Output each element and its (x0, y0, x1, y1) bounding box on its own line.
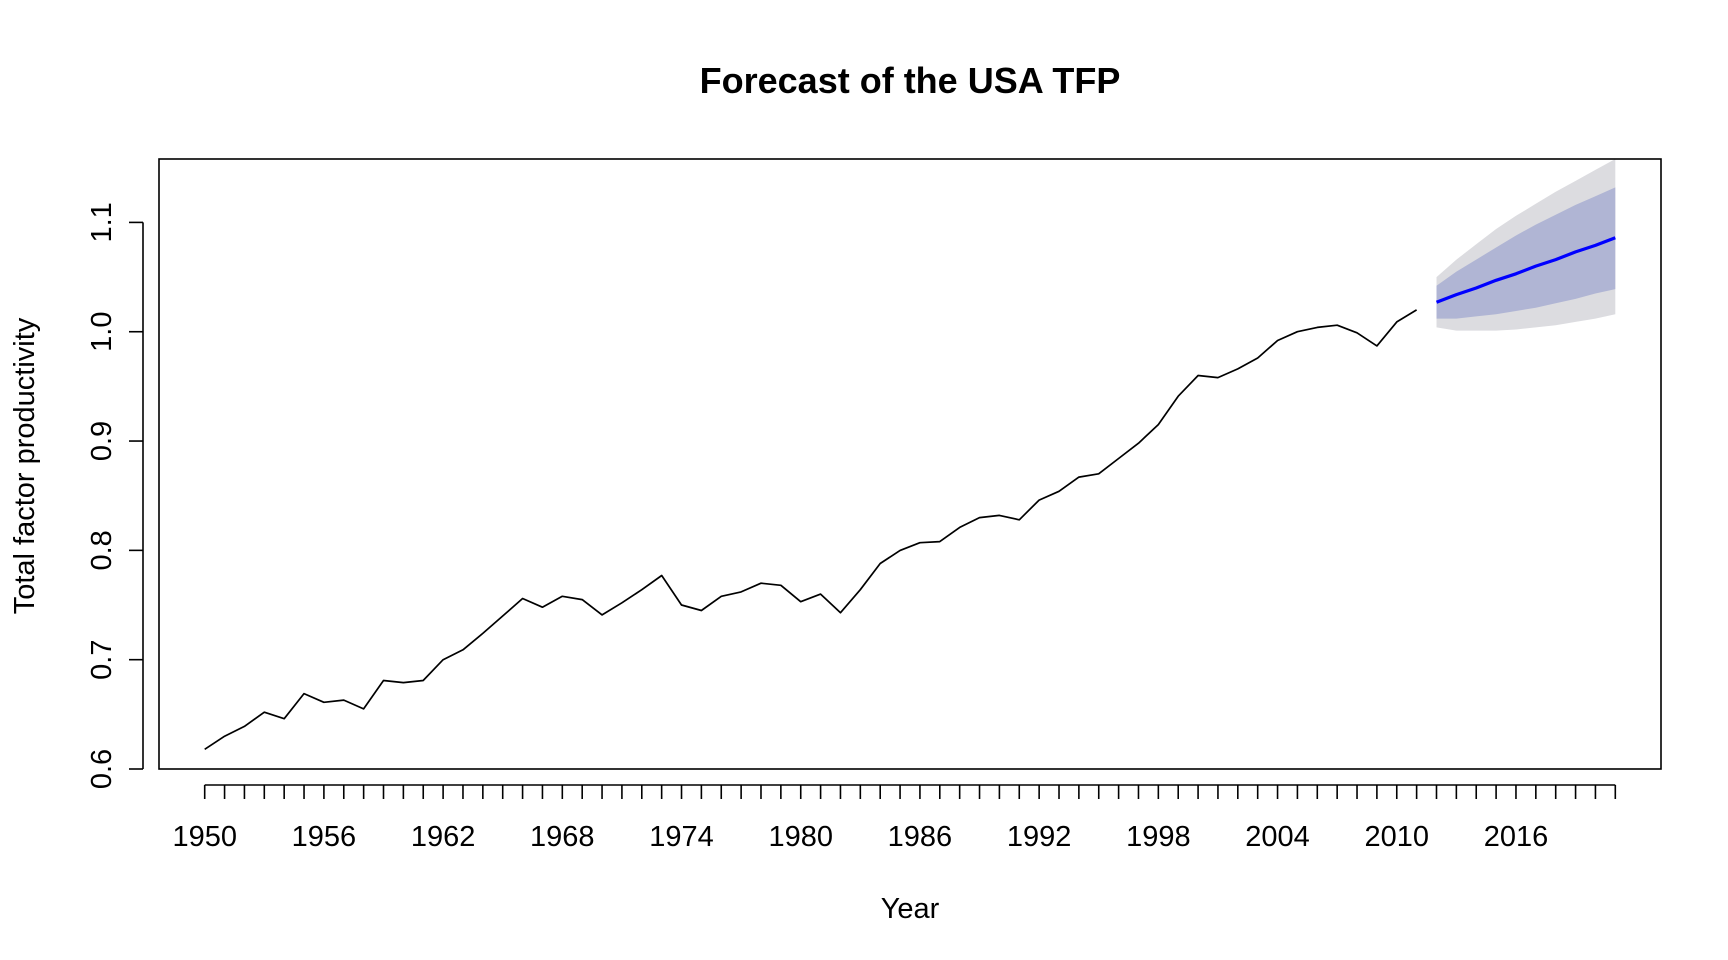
y-axis-label: Total factor productivity (9, 317, 41, 614)
history-line (204, 309, 1418, 751)
x-tick-label: 1986 (888, 821, 953, 853)
plot-area (204, 159, 1616, 751)
y-tick-label: 0.9 (86, 421, 118, 461)
x-tick-label: 1956 (292, 821, 357, 853)
x-tick-label: 1992 (1007, 821, 1072, 853)
chart-title: Forecast of the USA TFP (700, 60, 1121, 101)
x-tick-label: 1950 (172, 821, 237, 853)
x-tick-label: 2016 (1484, 821, 1549, 853)
y-tick-label: 0.8 (86, 530, 118, 570)
x-tick-label: 1968 (530, 821, 595, 853)
y-tick-label: 0.7 (86, 640, 118, 680)
x-tick-label: 1962 (411, 821, 476, 853)
y-tick-label: 1.0 (86, 312, 118, 352)
x-axis: 1950 1956 1962 1968 1974 1980 1986 1992 1998 2004… (172, 784, 1617, 853)
x-tick-label: 1998 (1126, 821, 1191, 853)
y-tick-label: 0.6 (86, 749, 118, 789)
y-tick-label: 1.1 (86, 202, 118, 242)
forecast-line (1435, 236, 1616, 304)
y-axis: 0.6 0.7 0.8 0.9 1.0 1.1 (86, 202, 144, 789)
x-tick-label: 2010 (1365, 821, 1430, 853)
x-tick-label: 1974 (649, 821, 714, 853)
x-axis-label: Year (881, 893, 940, 925)
x-tick-label: 2004 (1245, 821, 1310, 853)
plot-frame (158, 158, 1662, 770)
x-tick-label: 1980 (768, 821, 833, 853)
